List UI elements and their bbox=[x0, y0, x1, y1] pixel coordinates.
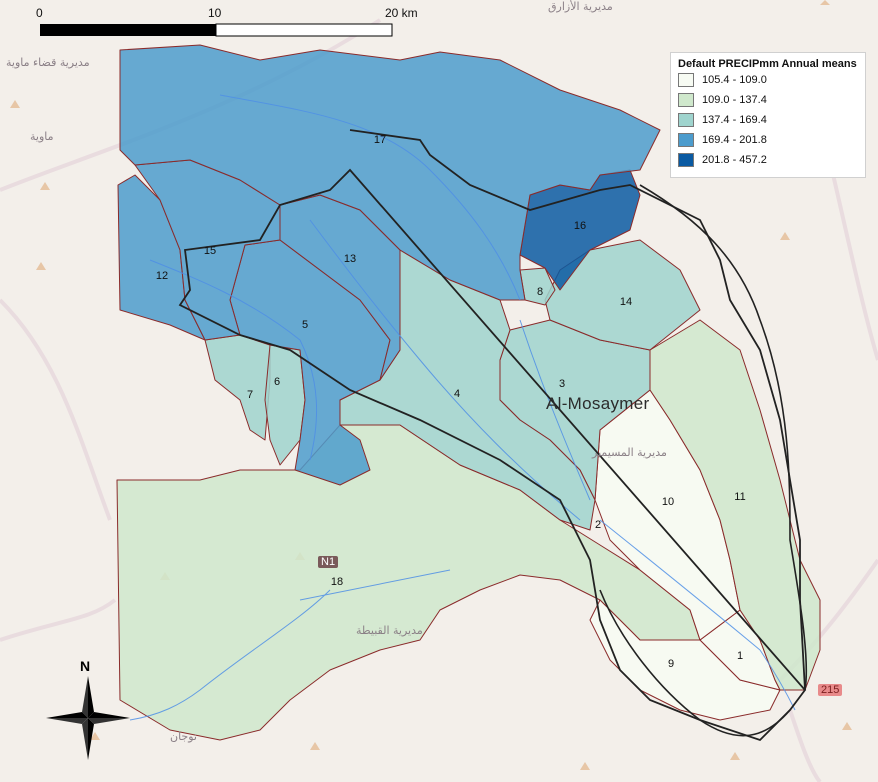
label-9: 9 bbox=[668, 658, 674, 670]
legend-label: 109.0 - 137.4 bbox=[702, 94, 767, 106]
legend-swatch bbox=[678, 133, 694, 147]
legend-swatch bbox=[678, 93, 694, 107]
label-10: 10 bbox=[662, 496, 674, 508]
arabic-label-3: مديرية الأزارق bbox=[548, 0, 613, 13]
label-2: 2 bbox=[595, 519, 601, 531]
subbasin-17 bbox=[119, 44, 661, 301]
arabic-label-2: ماوية bbox=[30, 130, 54, 143]
scale-tick-20: 20 km bbox=[385, 6, 418, 20]
legend-item: 109.0 - 137.4 bbox=[671, 90, 865, 110]
label-16: 16 bbox=[574, 220, 586, 232]
north-arrow-icon bbox=[46, 676, 130, 760]
label-3: 3 bbox=[559, 378, 565, 390]
legend-label: 105.4 - 109.0 bbox=[702, 74, 767, 86]
legend-label: 169.4 - 201.8 bbox=[702, 134, 767, 146]
subbasin-14 bbox=[544, 239, 701, 351]
label-5: 5 bbox=[302, 319, 308, 331]
legend-label: 201.8 - 457.2 bbox=[702, 154, 767, 166]
legend-label: 137.4 - 169.4 bbox=[702, 114, 767, 126]
arabic-label-1: مديرية قضاء ماوية bbox=[6, 56, 90, 69]
arabic-label-6: نوجان bbox=[170, 730, 197, 743]
label-11: 11 bbox=[734, 491, 745, 503]
rivers bbox=[129, 94, 796, 721]
label-6: 6 bbox=[274, 376, 280, 388]
label-18: 18 bbox=[331, 576, 343, 588]
label-14: 14 bbox=[620, 296, 632, 308]
subbasin-labels: 17 16 15 13 12 8 14 5 6 3 4 7 10 11 2 18… bbox=[156, 134, 746, 670]
label-13: 13 bbox=[344, 253, 356, 265]
subbasin-7 bbox=[204, 334, 271, 441]
road-shield-n1: N1 bbox=[318, 556, 339, 568]
scale-bar-icon bbox=[40, 23, 393, 37]
subbasins bbox=[116, 44, 821, 741]
subbasin-11 bbox=[649, 319, 821, 691]
place-label: Al-Mosaymer bbox=[546, 394, 650, 413]
legend-item: 169.4 - 201.8 bbox=[671, 130, 865, 150]
legend-swatch bbox=[678, 113, 694, 127]
legend-swatch bbox=[678, 73, 694, 87]
legend-title: Default PRECIPmm Annual means bbox=[678, 58, 857, 70]
arabic-label-4: مديرية المسيمير bbox=[592, 446, 667, 459]
label-1: 1 bbox=[737, 650, 743, 662]
label-12: 12 bbox=[156, 270, 168, 282]
legend-item: 201.8 - 457.2 bbox=[671, 150, 865, 170]
label-17: 17 bbox=[374, 134, 386, 146]
label-8: 8 bbox=[537, 286, 543, 298]
subbasin-9 bbox=[589, 599, 781, 721]
north-label: N bbox=[80, 658, 91, 674]
road-line bbox=[599, 184, 808, 737]
label-7: 7 bbox=[247, 389, 253, 401]
legend-item: 105.4 - 109.0 bbox=[671, 70, 865, 90]
legend-swatch bbox=[678, 153, 694, 167]
legend-item: 137.4 - 169.4 bbox=[671, 110, 865, 130]
scale-tick-10: 10 bbox=[208, 6, 222, 20]
legend: Default PRECIPmm Annual means 105.4 - 10… bbox=[670, 52, 866, 178]
label-15: 15 bbox=[204, 245, 216, 257]
scale-tick-0: 0 bbox=[36, 6, 43, 20]
district-boundary bbox=[178, 129, 807, 742]
label-4: 4 bbox=[454, 388, 460, 400]
arabic-label-5: مديرية القبيطة bbox=[356, 624, 423, 637]
road-shield-215: 215 bbox=[818, 684, 843, 696]
